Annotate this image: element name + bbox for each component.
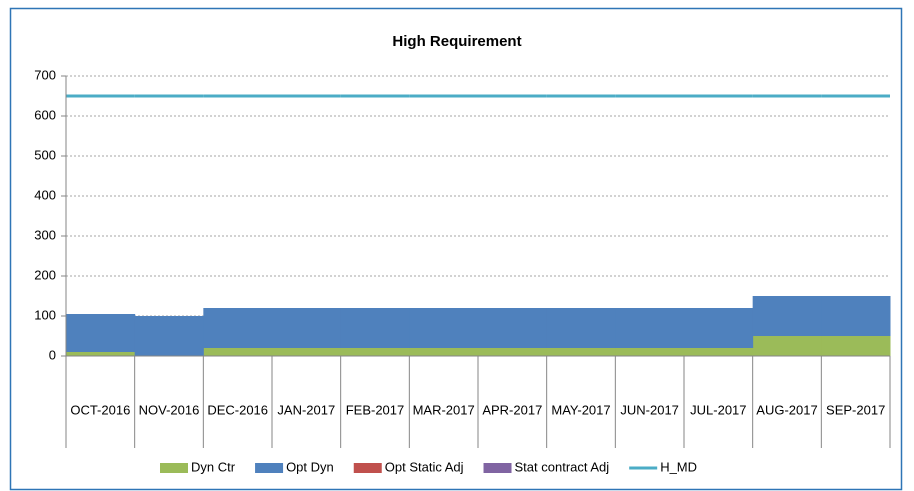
legend-label: Opt Static Adj	[385, 459, 464, 474]
area-segment	[409, 348, 479, 356]
area-segment	[615, 308, 685, 348]
legend-swatch	[255, 463, 284, 473]
area-segment	[684, 308, 754, 348]
x-tick-label: DEC-2016	[207, 402, 268, 417]
area-segment	[272, 348, 342, 356]
y-tick-label: 200	[34, 267, 56, 282]
area-segment	[203, 348, 273, 356]
x-tick-label: MAY-2017	[551, 402, 610, 417]
legend-label: Dyn Ctr	[191, 459, 236, 474]
area-segment	[615, 348, 685, 356]
y-tick-label: 500	[34, 147, 56, 162]
area-segment	[478, 348, 548, 356]
legend-swatch	[483, 463, 512, 473]
area-segment	[66, 314, 136, 352]
x-tick-label: JAN-2017	[277, 402, 335, 417]
x-tick-label: MAR-2017	[413, 402, 475, 417]
area-segment	[752, 336, 822, 356]
y-tick-label: 100	[34, 307, 56, 322]
area-segment	[821, 296, 891, 336]
area-segment	[340, 308, 410, 348]
area-segment	[478, 308, 548, 348]
area-segment	[203, 308, 273, 348]
x-tick-label: SEP-2017	[826, 402, 885, 417]
legend-label: H_MD	[660, 459, 697, 474]
x-tick-label: APR-2017	[482, 402, 542, 417]
x-tick-label: JUL-2017	[690, 402, 746, 417]
area-segment	[134, 316, 204, 356]
area-segment	[821, 336, 891, 356]
legend-swatch	[160, 463, 188, 473]
x-tick-label: NOV-2016	[139, 402, 200, 417]
y-tick-label: 300	[34, 227, 56, 242]
x-tick-label: OCT-2016	[70, 402, 130, 417]
area-segment	[340, 348, 410, 356]
x-tick-label: FEB-2017	[346, 402, 405, 417]
area-segment	[546, 308, 616, 348]
area-segment	[409, 308, 479, 348]
y-tick-label: 700	[34, 67, 56, 82]
chart-title: High Requirement	[392, 33, 521, 50]
y-tick-label: 400	[34, 187, 56, 202]
area-segment	[272, 308, 342, 348]
x-tick-label: JUN-2017	[620, 402, 679, 417]
y-tick-label: 0	[49, 347, 56, 362]
x-tick-label: AUG-2017	[756, 402, 817, 417]
legend-label: Opt Dyn	[286, 459, 334, 474]
area-segment	[546, 348, 616, 356]
area-segment	[752, 296, 822, 336]
area-segment	[66, 352, 136, 356]
y-tick-label: 600	[34, 107, 56, 122]
legend-label: Stat contract Adj	[515, 459, 610, 474]
area-segment	[684, 348, 754, 356]
legend-swatch	[353, 463, 382, 473]
